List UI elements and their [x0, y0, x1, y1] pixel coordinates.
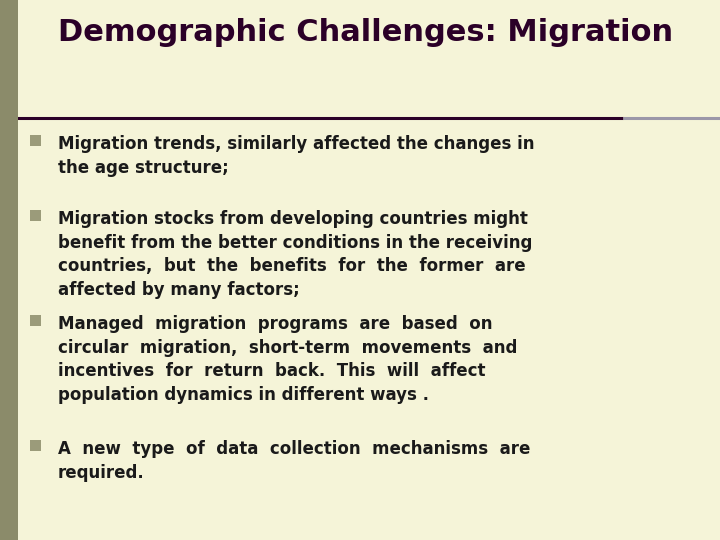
Bar: [30, 210, 41, 221]
Bar: [30, 440, 41, 451]
Bar: [30, 135, 41, 146]
Text: Migration trends, similarly affected the changes in
the age structure;: Migration trends, similarly affected the…: [58, 135, 534, 177]
Text: A  new  type  of  data  collection  mechanisms  are
required.: A new type of data collection mechanisms…: [58, 440, 531, 482]
Text: Demographic Challenges: Migration: Demographic Challenges: Migration: [58, 18, 673, 47]
Bar: [30, 315, 41, 326]
Text: Managed  migration  programs  are  based  on
circular  migration,  short-term  m: Managed migration programs are based on …: [58, 315, 518, 404]
Bar: [0, 0, 18, 540]
Text: Migration stocks from developing countries might
benefit from the better conditi: Migration stocks from developing countri…: [58, 210, 532, 299]
